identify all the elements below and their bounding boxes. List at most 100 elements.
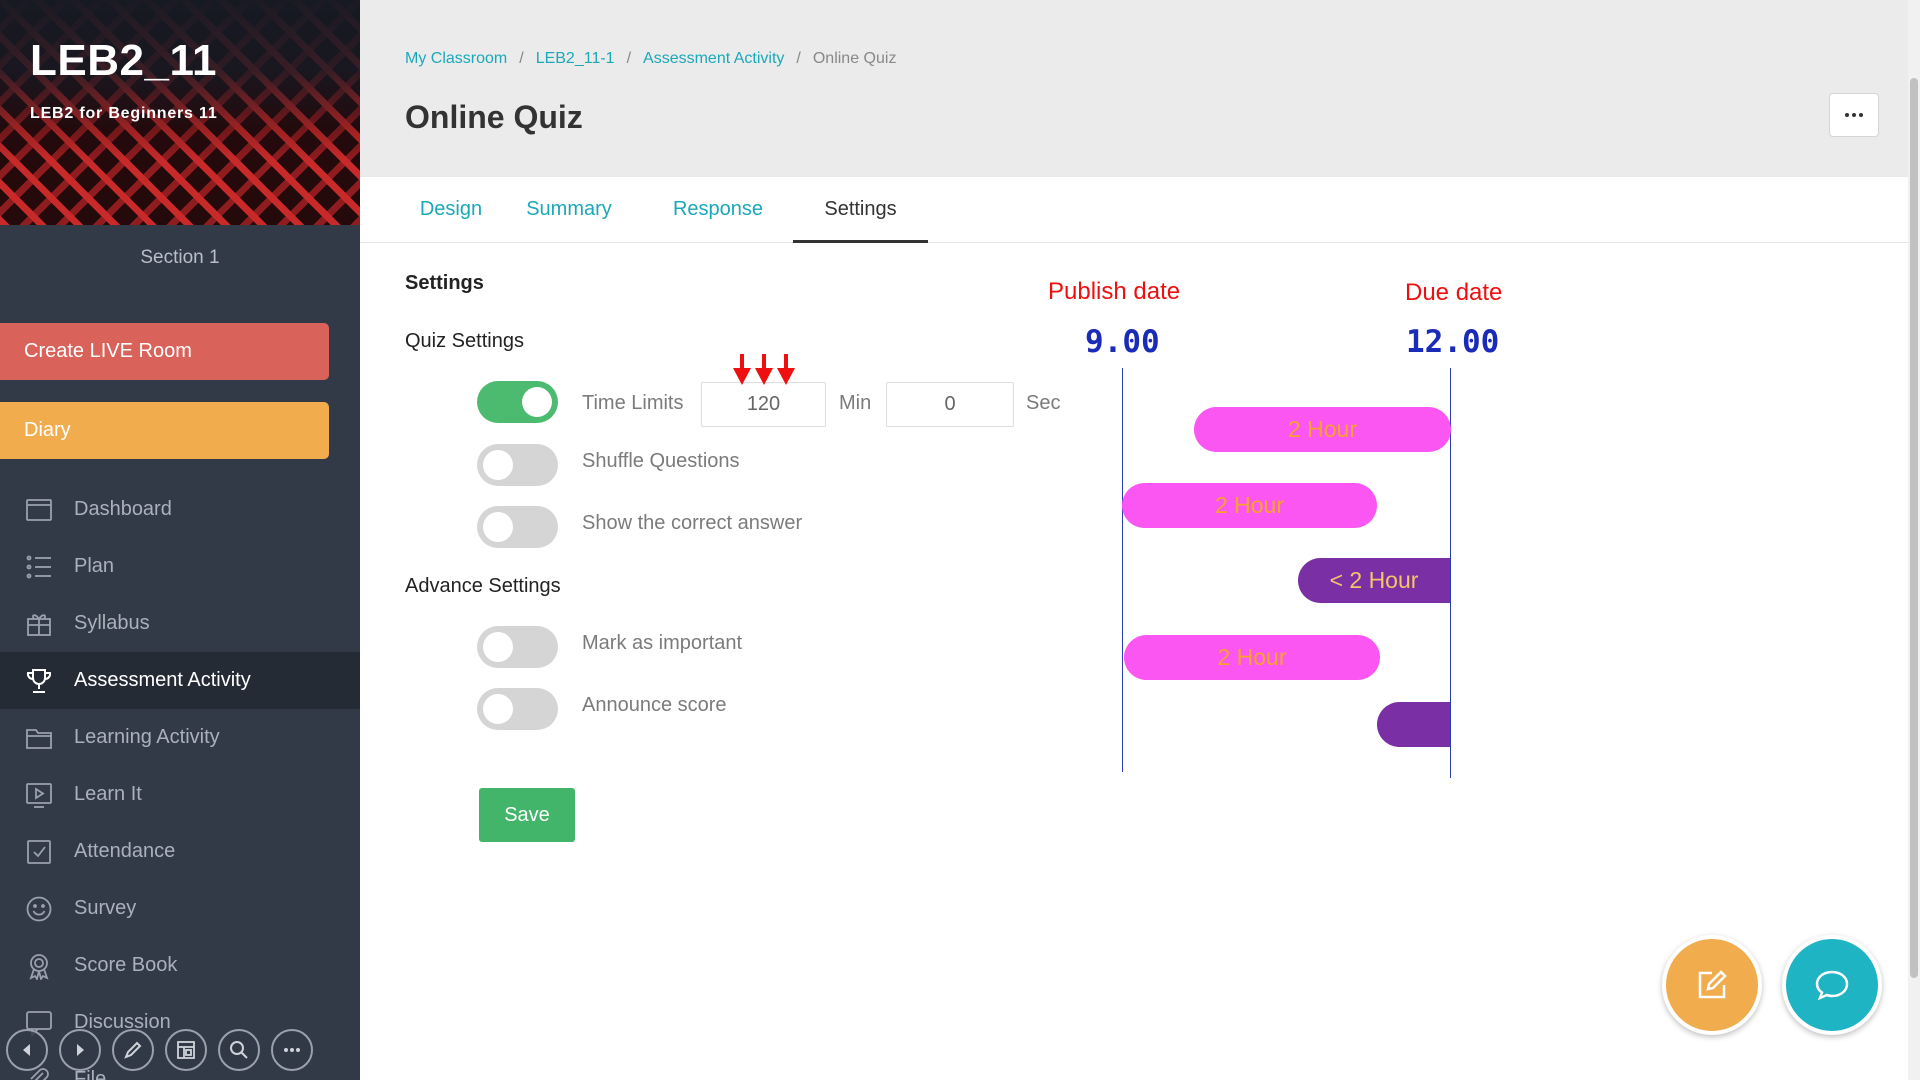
shuffle-questions-label: Shuffle Questions: [582, 450, 740, 472]
page-scrollbar[interactable]: [1908, 0, 1920, 1080]
breadcrumb-my-classroom[interactable]: My Classroom: [405, 50, 508, 67]
trophy-icon: [25, 667, 53, 695]
minutes-unit-label: Min: [839, 392, 872, 414]
sidebar-item-label: Learning Activity: [74, 726, 220, 748]
chat-bubble-icon: [1815, 970, 1849, 1001]
tab-bar: Design Summary Response Settings: [360, 177, 1908, 243]
publish-date-annotation: Publish date: [1048, 278, 1181, 305]
sidebar-item-plan[interactable]: Plan: [0, 538, 360, 595]
play-icon: [25, 781, 53, 809]
timeline-bar: < 2 Hour: [1298, 558, 1450, 603]
show-correct-answer-toggle[interactable]: [477, 506, 558, 548]
sidebar-item-learning-activity[interactable]: Learning Activity: [0, 709, 360, 766]
seconds-unit-label: Sec: [1026, 392, 1061, 414]
sidebar-item-survey[interactable]: Survey: [0, 880, 360, 937]
toggle-knob: [483, 512, 513, 542]
section-selector[interactable]: Section 1: [140, 247, 220, 268]
sidebar-item-label: Score Book: [74, 954, 178, 976]
page-title: Online Quiz: [405, 99, 583, 135]
due-time-annotation: 12.00: [1406, 324, 1500, 360]
sidebar-item-label: Syllabus: [74, 612, 150, 634]
award-icon: [25, 952, 53, 980]
class-title: LEB2_11: [30, 36, 217, 85]
save-button[interactable]: Save: [479, 788, 575, 842]
create-live-room-button[interactable]: Create LIVE Room: [0, 323, 329, 380]
tab-design[interactable]: Design: [419, 198, 483, 220]
sidebar: LEB2_11 LEB2 for Beginners 11 Section 1 …: [0, 0, 360, 1080]
sidebar-item-dashboard[interactable]: Dashboard: [0, 481, 360, 538]
time-limit-minutes-input[interactable]: 120: [701, 382, 826, 427]
sidebar-item-syllabus[interactable]: Syllabus: [0, 595, 360, 652]
sidebar-item-label: File: [74, 1068, 107, 1080]
layout-icon[interactable]: [165, 1029, 207, 1071]
smiley-icon: [25, 895, 53, 923]
class-subtitle: LEB2 for Beginners 11: [30, 105, 218, 122]
time-limit-seconds-input[interactable]: 0: [886, 382, 1014, 427]
advance-settings-heading: Advance Settings: [405, 575, 561, 597]
shuffle-questions-toggle[interactable]: [477, 444, 558, 486]
timeline-bar: 2 Hour: [1194, 407, 1451, 452]
note-edit-button[interactable]: [1662, 935, 1762, 1035]
plan-list-icon: [25, 553, 53, 581]
sidebar-item-assessment-activity[interactable]: Assessment Activity: [0, 652, 360, 709]
publish-date-line: [1122, 368, 1123, 772]
toggle-knob: [483, 632, 513, 662]
mark-important-toggle[interactable]: [477, 626, 558, 668]
announce-score-label: Announce score: [582, 694, 727, 716]
more-icon[interactable]: [271, 1029, 313, 1071]
scrollbar-thumb[interactable]: [1910, 78, 1918, 978]
sidebar-item-label: Plan: [74, 555, 115, 577]
announce-score-toggle[interactable]: [477, 688, 558, 730]
search-icon[interactable]: [218, 1029, 260, 1071]
timeline-bar: 2 Hour: [1122, 483, 1377, 528]
chat-button[interactable]: [1782, 935, 1882, 1035]
sidebar-item-label: Assessment Activity: [74, 669, 251, 691]
red-arrows-icon: [733, 354, 795, 385]
sidebar-item-label: Dashboard: [74, 498, 172, 520]
show-correct-answer-label: Show the correct answer: [582, 512, 803, 534]
breadcrumb-separator: /: [519, 50, 524, 67]
ellipsis-icon: [1845, 113, 1863, 117]
toggle-knob: [483, 694, 513, 724]
diary-button[interactable]: Diary: [0, 402, 329, 459]
sidebar-item-learn-it[interactable]: Learn It: [0, 766, 360, 823]
sidebar-item-label: Survey: [74, 897, 137, 919]
sidebar-item-label: Learn It: [74, 783, 142, 805]
mark-important-label: Mark as important: [582, 632, 743, 654]
time-limits-toggle[interactable]: [477, 381, 558, 423]
clip-icon: [25, 1066, 53, 1080]
quiz-settings-heading: Quiz Settings: [405, 330, 524, 352]
tab-response[interactable]: Response: [672, 198, 764, 220]
bottom-toolbar: [6, 1029, 313, 1071]
toggle-knob: [522, 387, 552, 417]
class-banner: [0, 0, 360, 225]
breadcrumb-separator: /: [626, 50, 632, 67]
page-header: My Classroom / LEB2_11-1 / Assessment Ac…: [360, 0, 1908, 177]
breadcrumb: My Classroom / LEB2_11-1 / Assessment Ac…: [405, 50, 896, 68]
settings-heading: Settings: [405, 272, 484, 294]
time-limits-label: Time Limits: [582, 392, 684, 414]
toggle-knob: [483, 450, 513, 480]
forward-icon[interactable]: [59, 1029, 101, 1071]
timeline-bar: 2 Hour: [1124, 635, 1380, 680]
back-icon[interactable]: [6, 1029, 48, 1071]
sidebar-item-label: Attendance: [74, 840, 176, 862]
breadcrumb-separator: /: [796, 50, 801, 67]
sidebar-item-file[interactable]: File: [0, 1051, 360, 1080]
checkbox-icon: [25, 838, 53, 866]
breadcrumb-class[interactable]: LEB2_11-1: [535, 50, 615, 67]
dashboard-icon: [25, 496, 53, 524]
sidebar-item-score-book[interactable]: Score Book: [0, 937, 360, 994]
tab-settings[interactable]: Settings: [793, 177, 928, 243]
due-date-line: [1450, 368, 1451, 778]
sidebar-item-attendance[interactable]: Attendance: [0, 823, 360, 880]
due-date-annotation: Due date: [1405, 279, 1503, 306]
breadcrumb-current: Online Quiz: [812, 50, 897, 67]
more-options-button[interactable]: [1829, 93, 1879, 137]
pen-icon[interactable]: [112, 1029, 154, 1071]
breadcrumb-assessment-activity[interactable]: Assessment Activity: [643, 50, 785, 67]
sidebar-item-label: Discussion: [74, 1011, 171, 1033]
tab-summary[interactable]: Summary: [526, 198, 612, 220]
timeline-bar: [1377, 702, 1450, 747]
edit-note-icon: [1698, 970, 1727, 999]
